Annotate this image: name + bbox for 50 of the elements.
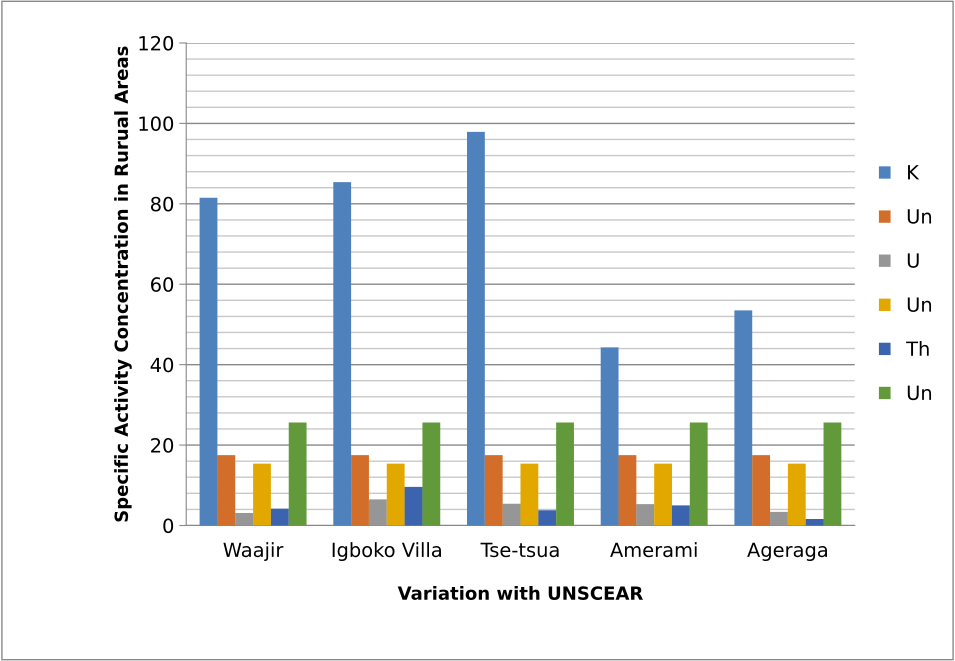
- bar: [351, 455, 369, 526]
- y-tick-label: 20: [151, 438, 174, 453]
- bar: [235, 513, 254, 526]
- bar: [404, 486, 422, 526]
- bar: [806, 519, 824, 526]
- bar: [672, 505, 690, 526]
- x-tick-label: Waajir: [223, 542, 284, 561]
- bar: [484, 455, 503, 526]
- bar: [600, 347, 619, 526]
- bar: [788, 464, 806, 526]
- y-tick-label: 100: [139, 116, 174, 132]
- x-tick-label: Ageraga: [747, 542, 827, 561]
- legend-label: U: [908, 253, 919, 268]
- bar: [654, 464, 672, 526]
- x-tick-label: Tse-tsua: [480, 542, 559, 558]
- bar: [752, 455, 770, 526]
- bar: [288, 422, 307, 526]
- y-tick-label: 120: [139, 36, 174, 51]
- bar: [253, 464, 271, 526]
- y-tick-label: 40: [150, 358, 174, 372]
- bar: [333, 182, 352, 526]
- legend-label: Un: [908, 297, 932, 312]
- bar: [690, 422, 708, 526]
- bar: [217, 455, 236, 526]
- bar: [200, 198, 218, 526]
- x-tick-label: Igboko Villa: [332, 542, 441, 561]
- bar: [824, 422, 842, 526]
- y-axis-title: Specific Activity Concentration in Rurual Areas: [114, 46, 132, 522]
- bar: [502, 504, 520, 526]
- bar: [556, 422, 574, 526]
- y-tick-label: 0: [163, 518, 174, 534]
- legend-label: Un: [908, 209, 932, 224]
- legend-label: K: [908, 165, 920, 180]
- legend-label: Th: [906, 340, 929, 356]
- bar: [520, 464, 538, 526]
- x-axis-title: Variation with UNSCEAR: [398, 586, 643, 600]
- bar: [618, 455, 636, 526]
- bar: [466, 132, 485, 526]
- bar: [636, 504, 654, 526]
- bar: [770, 512, 788, 526]
- bar: [734, 310, 752, 526]
- bar: [270, 508, 289, 526]
- bar: [386, 464, 405, 526]
- bar: [368, 499, 387, 526]
- bar: [538, 510, 556, 526]
- bar: [422, 422, 440, 526]
- y-tick-label: 80: [150, 196, 174, 212]
- x-tick-label: Amerami: [610, 542, 697, 558]
- y-tick-label: 60: [151, 277, 174, 292]
- legend-label: Un: [908, 386, 932, 400]
